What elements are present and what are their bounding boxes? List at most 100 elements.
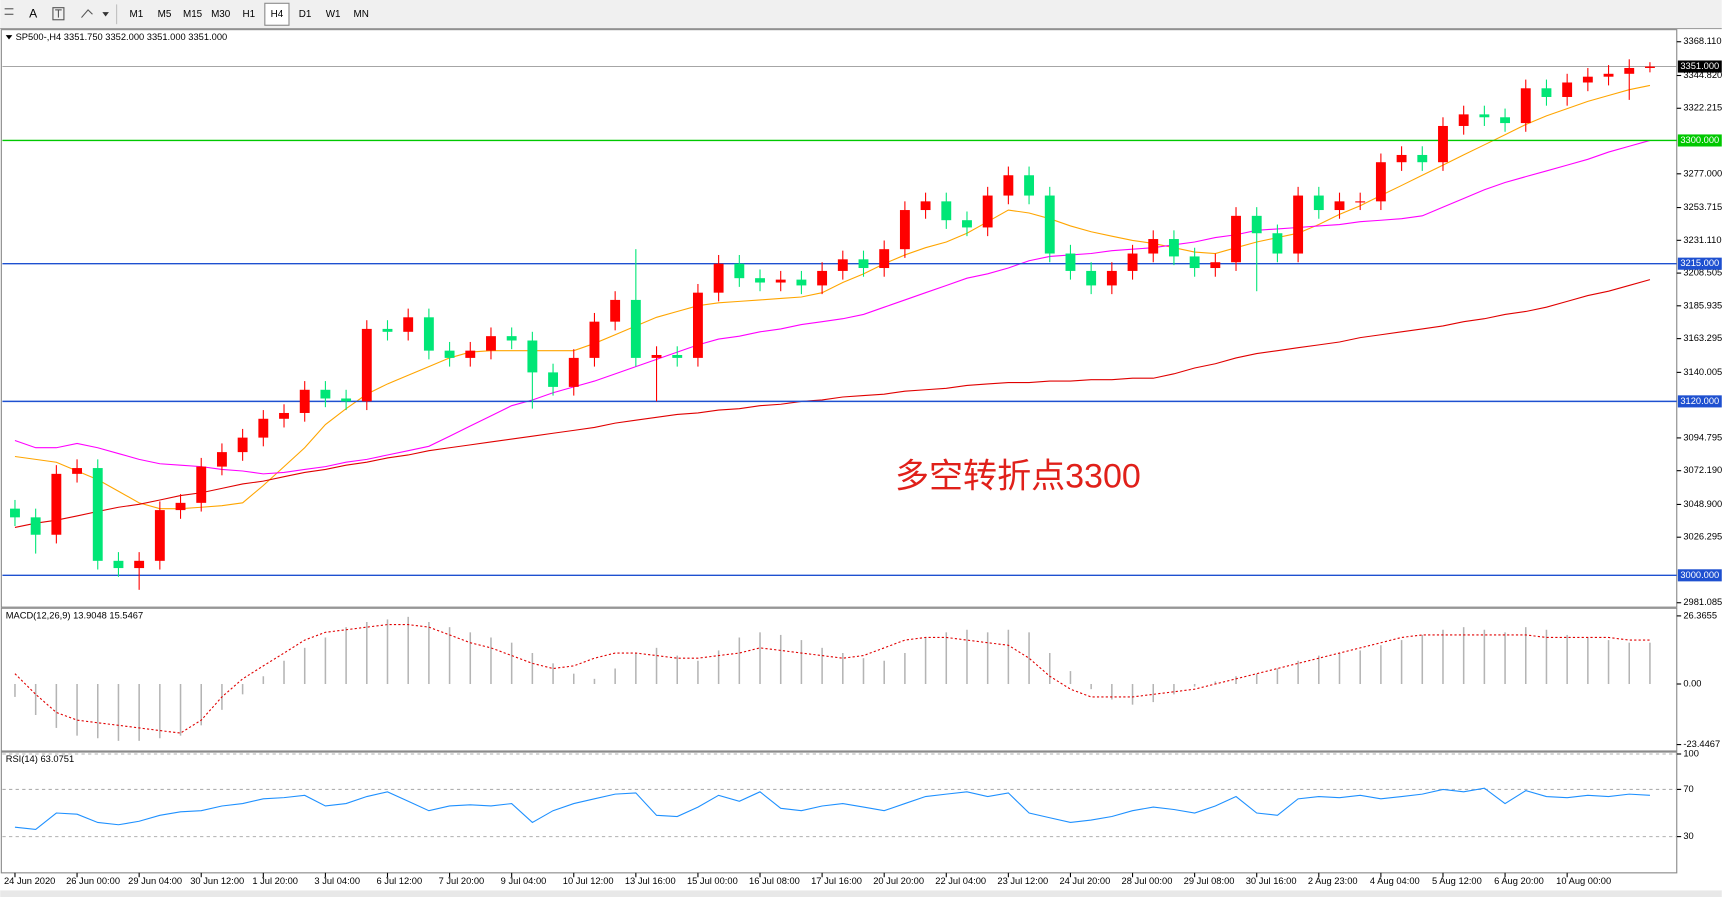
timeframe-button[interactable]: M15 [183,9,203,20]
timeframe-button[interactable]: W1 [326,9,341,20]
candle-body [734,263,745,279]
timeframe-button[interactable]: D1 [299,9,312,20]
annotation: 多空转折点3300 [895,458,1141,496]
level-label-box [1677,257,1722,270]
timeframe-button[interactable]: H1 [242,9,255,20]
candle-body [672,354,683,358]
candle-body [237,437,248,453]
candle-body [1065,253,1076,271]
text-tool[interactable]: A [29,6,38,20]
y-tick-label: 3072.190 [1683,465,1722,475]
candle-body [403,317,414,332]
timeframe-button[interactable]: M30 [211,9,231,20]
symbol-marker [5,35,13,40]
indicator-line [14,624,1650,734]
candle-body [1603,73,1614,77]
candle-body [10,508,20,518]
level-label-box [1677,395,1722,408]
level-label: 3215.000 [1680,258,1719,268]
candle-body [92,468,103,561]
x-tick-label: 3 Jul 04:00 [314,876,360,886]
timeframe-button[interactable]: M1 [130,9,144,20]
label-tool[interactable] [52,7,65,21]
timeframe-button[interactable]: MN [354,9,369,20]
candle-body [1334,201,1345,211]
x-tick-label: 24 Jul 20:00 [1059,876,1110,886]
candle-body [113,560,124,569]
candle-body [1624,67,1635,74]
candle-body [1520,88,1531,124]
candle-body [1148,239,1159,254]
candle-body [1417,154,1428,163]
y-tick-label: -23.4467 [1683,739,1720,749]
candle-body [920,201,931,211]
arrows-tool[interactable] [81,9,93,18]
candle-body [1272,233,1283,254]
candle-body [858,259,869,269]
candle-body [320,389,331,399]
x-tick-label: 26 Jun 00:00 [66,876,120,886]
candle-body [879,249,890,269]
candle-body [713,263,724,293]
timeframe-button[interactable]: H4 [271,9,284,20]
timeframe-button[interactable]: M5 [158,9,172,20]
x-tick-label: 30 Jul 16:00 [1246,876,1297,886]
candle-body [1106,270,1117,286]
toolbar-icons: A [4,4,118,25]
x-tick-label: 22 Jul 04:00 [935,876,986,886]
candle-body [1003,175,1014,196]
level-label: 3000.000 [1680,570,1719,580]
candle-body [486,336,496,351]
y-tick-label: 100 [1683,748,1699,758]
y-tick-label: 3048.900 [1683,499,1722,509]
candle-body [506,336,517,341]
last-price-label: 3351.000 [1680,61,1719,71]
candle-body [1210,262,1221,269]
candle-body [899,210,910,250]
candle-body [1044,195,1055,254]
scrollbar [0,890,1722,897]
candle-body [796,279,807,286]
x-tick-label: 28 Jul 00:00 [1122,876,1173,886]
last-price-box [1677,60,1722,73]
candle-body [1251,215,1262,234]
candle-body [299,389,310,413]
y-tick-label: 0.00 [1683,678,1701,688]
y-tick-label: 3253.715 [1683,202,1722,212]
toolbar [0,0,1722,29]
x-tick-label: 30 Jun 12:00 [190,876,244,886]
x-tick-label: 16 Jul 08:00 [749,876,800,886]
y-tick-label: 3277.000 [1683,168,1722,178]
rsi-panel [0,751,1678,874]
indicator-line [14,279,1651,528]
candle-body [175,502,186,511]
y-tick-label: 3094.795 [1683,432,1722,442]
candle-body [341,398,352,402]
candle-body [196,466,207,503]
candle-body [1396,154,1407,163]
candle-body [775,279,786,283]
indicator-line [14,139,1651,475]
dropdown-arrow[interactable] [102,12,109,17]
candle-body [1438,125,1448,163]
panel-title: RSI(14) 63.0751 [6,754,74,764]
candle-body [216,452,227,467]
x-tick-label: 17 Jul 16:00 [811,876,862,886]
candle-body [134,560,145,569]
y-tick-label: 2981.085 [1683,597,1722,607]
candle-body [154,510,165,561]
candle-body [651,354,662,358]
candle-body [1355,201,1366,203]
candle-body [1127,253,1138,271]
candle-body [30,517,41,535]
y-tick-label: 3344.820 [1683,70,1722,80]
candle-body [962,220,972,228]
active-timeframe [264,2,290,26]
candle-body [527,340,538,373]
candle-body [72,468,82,474]
candle-body [51,473,62,535]
y-tick-label: 70 [1683,784,1693,794]
candle-body [444,350,455,358]
